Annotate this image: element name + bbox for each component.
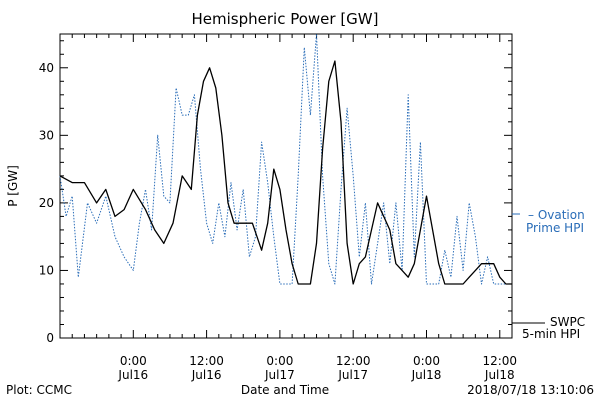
x-tick-label: 0:00: [413, 354, 440, 368]
plot-credit: Plot: CCMC: [6, 383, 72, 397]
y-tick-label: 40: [39, 61, 54, 75]
y-tick-label: 0: [46, 331, 54, 345]
x-tick-date-label: Jul18: [484, 368, 515, 382]
x-axis-ticks: 0:00Jul1612:00Jul160:00Jul1712:00Jul170:…: [59, 34, 517, 382]
plot-border: [59, 33, 513, 339]
y-tick-label: 20: [39, 196, 54, 210]
y-tick-label: 30: [39, 128, 54, 142]
series-line-ovation-prime-hpi: [59, 33, 512, 285]
x-tick-date-label: Jul16: [191, 368, 222, 382]
x-tick-date-label: Jul17: [337, 368, 368, 382]
x-tick-label: 0:00: [266, 354, 293, 368]
x-tick-label: 12:00: [482, 354, 517, 368]
plot-timestamp: 2018/07/18 13:10:06: [467, 383, 594, 397]
swpc-legend-line1: SWPC: [550, 315, 585, 329]
swpc-legend-line2: 5-min HPI: [522, 327, 580, 341]
y-tick-label: 10: [39, 263, 54, 277]
x-tick-label: 0:00: [120, 354, 147, 368]
x-tick-date-label: Jul18: [411, 368, 442, 382]
ovation-legend-line2: Prime HPI: [526, 221, 584, 235]
x-tick-date-label: Jul17: [264, 368, 295, 382]
y-axis-label: P [GW]: [6, 165, 20, 207]
x-axis-label: Date and Time: [241, 383, 329, 397]
series-layer: [59, 33, 512, 285]
y-axis-ticks: 0 10 20 30 40: [39, 40, 512, 345]
x-tick-label: 12:00: [336, 354, 371, 368]
x-tick-label: 12:00: [189, 354, 224, 368]
x-tick-date-label: Jul16: [117, 368, 148, 382]
ovation-legend-line1: – Ovation: [528, 208, 585, 222]
series-line-swpc-5-min-hpi: [59, 60, 512, 285]
chart-title: Hemispheric Power [GW]: [192, 10, 379, 28]
plot-frame: [59, 33, 513, 339]
